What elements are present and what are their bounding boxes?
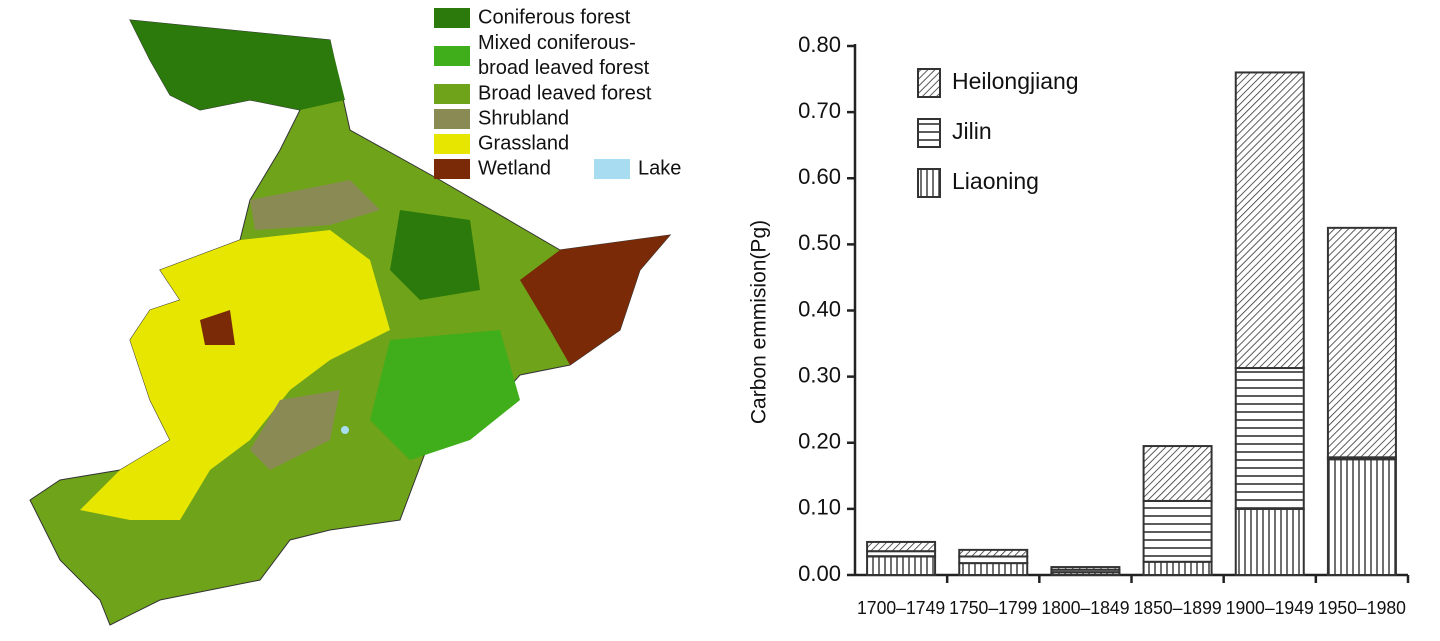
map-region	[390, 210, 480, 300]
legend-label: Shrubland	[478, 107, 569, 129]
map-region	[80, 230, 390, 520]
legend-swatch	[594, 159, 630, 179]
chart: Carbon emmision(Pg) 0.00 0.10 0.20 0.30 0.40…	[748, 32, 1410, 618]
legend-swatch	[434, 46, 470, 66]
bar-segment	[1234, 507, 1305, 576]
bar-segment	[1050, 566, 1121, 571]
legend-label: Heilongjiang	[952, 68, 1079, 94]
y-axis-label: Carbon emmision(Pg)	[748, 220, 771, 424]
map-region	[520, 235, 670, 365]
map-legend: Coniferous forest Mixed coniferous-broad …	[434, 6, 681, 179]
legend-swatch	[917, 118, 941, 148]
bar-segment	[866, 540, 937, 553]
bar-segment	[1234, 71, 1305, 370]
legend-swatch	[434, 109, 470, 129]
x-tick-label: 1950–1980	[1318, 598, 1406, 618]
y-tick-label: 0.10	[798, 495, 841, 520]
bar-segment	[958, 562, 1029, 576]
bar-segment	[1142, 445, 1213, 502]
map-region	[341, 426, 349, 434]
bar-segment	[1234, 367, 1305, 510]
y-tick-label: 0.80	[798, 32, 841, 57]
y-tick-label: 0.30	[798, 362, 841, 387]
map-region	[250, 390, 340, 470]
y-tick-label: 0.60	[798, 164, 841, 189]
legend-label: Coniferous forest	[478, 6, 631, 28]
map-region	[130, 20, 345, 110]
bar-segment	[958, 548, 1029, 558]
legend-label: Liaoning	[952, 168, 1039, 194]
legend-label: Broad leaved forest	[478, 82, 652, 104]
y-tick-label: 0.70	[798, 98, 841, 123]
legend-label: Grassland	[478, 132, 569, 154]
x-tick-label: 1850–1899	[1134, 598, 1222, 618]
legend-label: broad leaved forest	[478, 57, 650, 79]
bar-segment	[1142, 499, 1213, 563]
legend-swatch	[917, 168, 941, 198]
legend-swatch	[434, 159, 470, 179]
map-region	[200, 310, 235, 345]
y-tick-label: 0.50	[798, 230, 841, 255]
map	[29, 19, 672, 626]
legend-swatch	[434, 8, 470, 28]
legend-label: Mixed coniferous-	[478, 32, 636, 54]
legend-label: Lake	[638, 157, 681, 179]
map-region	[370, 330, 520, 460]
bar-segment	[1326, 226, 1397, 459]
legend-label: Wetland	[478, 157, 551, 179]
map-region	[250, 180, 380, 230]
x-tick-label: 1900–1949	[1226, 598, 1314, 618]
y-tick-label: 0.00	[798, 561, 841, 586]
y-tick-label: 0.20	[798, 429, 841, 454]
legend-swatch	[434, 84, 470, 104]
legend-label: Jilin	[952, 118, 992, 144]
bar-segment	[866, 555, 937, 576]
legend-swatch	[434, 134, 470, 154]
x-tick-label: 1800–1849	[1041, 598, 1129, 618]
bar-segment	[1326, 458, 1397, 576]
x-tick-label: 1750–1799	[949, 598, 1037, 618]
y-tick-label: 0.40	[798, 296, 841, 321]
bar-segment	[1142, 560, 1213, 577]
legend-swatch	[917, 68, 941, 98]
x-tick-label: 1700–1749	[857, 598, 945, 618]
